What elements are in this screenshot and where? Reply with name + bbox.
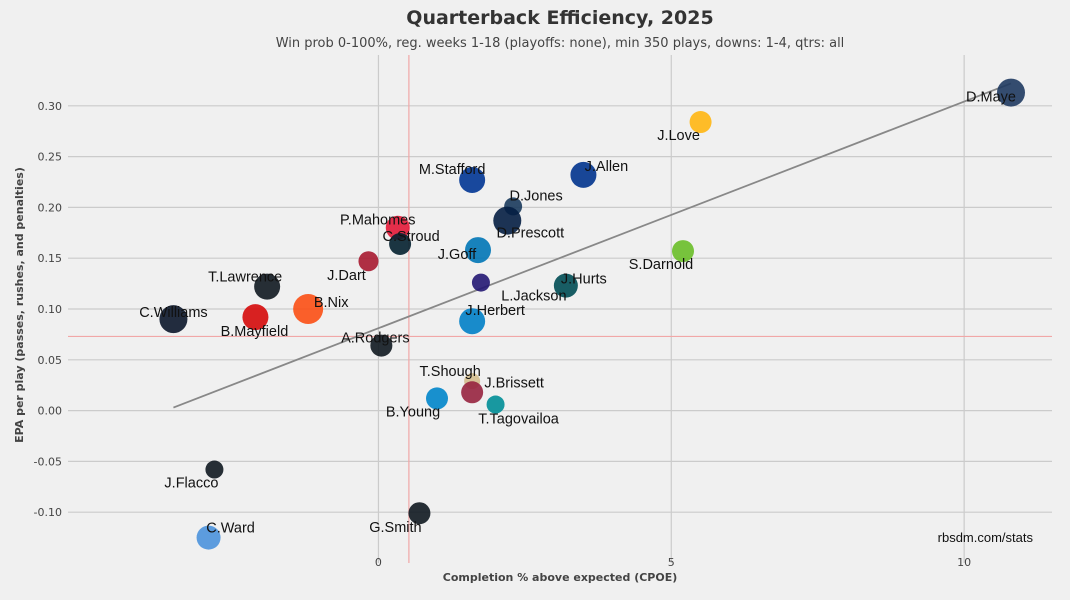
data-points <box>159 78 1025 550</box>
point-label: J.Love <box>657 128 700 144</box>
point-label: J.Allen <box>585 159 629 175</box>
y-tick-label: 0.15 <box>38 252 63 265</box>
data-point <box>459 308 486 335</box>
chart-title: Quarterback Efficiency, 2025 <box>406 7 714 29</box>
data-point <box>426 387 448 410</box>
data-point <box>370 334 393 357</box>
grid-lines <box>68 55 1052 563</box>
point-label: G.Smith <box>369 520 421 536</box>
y-tick-label: 0.25 <box>38 151 63 164</box>
data-point <box>408 502 431 525</box>
x-tick-label: 5 <box>668 556 675 569</box>
x-tick-label: 0 <box>375 556 382 569</box>
axis-ticks: -0.10 -0.05 0.00 0.05 0.10 0.15 0.20 0.25 0.30 0 5… <box>34 100 972 569</box>
data-point <box>570 161 597 188</box>
y-tick-label: -0.05 <box>34 455 62 468</box>
data-point <box>242 304 269 331</box>
data-point <box>358 251 379 272</box>
point-label: P.Mahomes <box>340 213 416 229</box>
data-point <box>471 273 490 292</box>
point-label: J.Goff <box>438 247 477 263</box>
point-label: T.Tagovailoa <box>478 412 560 428</box>
point-label: J.Flacco <box>164 476 218 492</box>
y-axis-title: EPA per play (passes, rushes, and penalt… <box>13 167 26 443</box>
y-tick-label: 0.00 <box>38 405 63 418</box>
point-label: J.Brissett <box>484 375 544 391</box>
trend-line <box>173 82 1012 409</box>
data-point <box>459 166 486 193</box>
point-label: D.Maye <box>966 90 1016 106</box>
trend-line-group <box>173 82 1012 409</box>
data-point <box>997 78 1025 107</box>
point-label: M.Stafford <box>419 162 486 178</box>
y-tick-label: 0.20 <box>38 201 63 214</box>
x-tick-label: 10 <box>957 556 971 569</box>
point-label: T.Shough <box>420 364 481 380</box>
data-point <box>159 305 188 334</box>
reference-lines <box>68 55 1052 563</box>
chart-subtitle: Win prob 0-100%, reg. weeks 1-18 (playof… <box>275 36 845 51</box>
point-label: D.Jones <box>510 188 563 204</box>
point-label: S.Darnold <box>629 257 693 273</box>
point-label: B.Nix <box>314 295 349 311</box>
point-label: C.Ward <box>206 521 255 537</box>
data-point <box>465 237 491 264</box>
y-tick-label: 0.05 <box>38 354 63 367</box>
point-label: A.Rodgers <box>341 331 410 347</box>
credit-text: rbsdm.com/stats <box>938 530 1034 545</box>
point-label: C.Stroud <box>382 229 439 245</box>
data-point <box>461 381 484 404</box>
y-tick-label: 0.10 <box>38 303 63 316</box>
data-point <box>486 395 505 414</box>
y-tick-label: 0.30 <box>38 100 63 113</box>
point-label: D.Prescott <box>496 226 564 242</box>
point-label: L.Jackson <box>501 289 566 305</box>
data-point <box>672 240 694 263</box>
point-label: B.Young <box>386 404 440 420</box>
point-label: J.Herbert <box>465 303 525 319</box>
data-point <box>196 525 221 550</box>
point-label: T.Lawrence <box>208 270 282 286</box>
data-point <box>254 273 281 300</box>
point-labels: D.Maye J.Love J.Allen M.Stafford D.Jones D.Pr… <box>139 90 1016 537</box>
point-label: C.Williams <box>139 305 207 321</box>
x-axis-title: Completion % above expected (CPOE) <box>443 571 678 584</box>
y-tick-label: -0.10 <box>34 506 62 519</box>
point-label: J.Dart <box>327 268 366 284</box>
data-point <box>293 294 324 324</box>
data-point <box>389 232 412 255</box>
data-point <box>689 111 712 134</box>
data-point <box>553 273 578 298</box>
point-label: J.Hurts <box>561 272 607 288</box>
data-point <box>493 206 522 235</box>
data-point <box>205 460 224 479</box>
point-label: B.Mayfield <box>221 324 289 340</box>
